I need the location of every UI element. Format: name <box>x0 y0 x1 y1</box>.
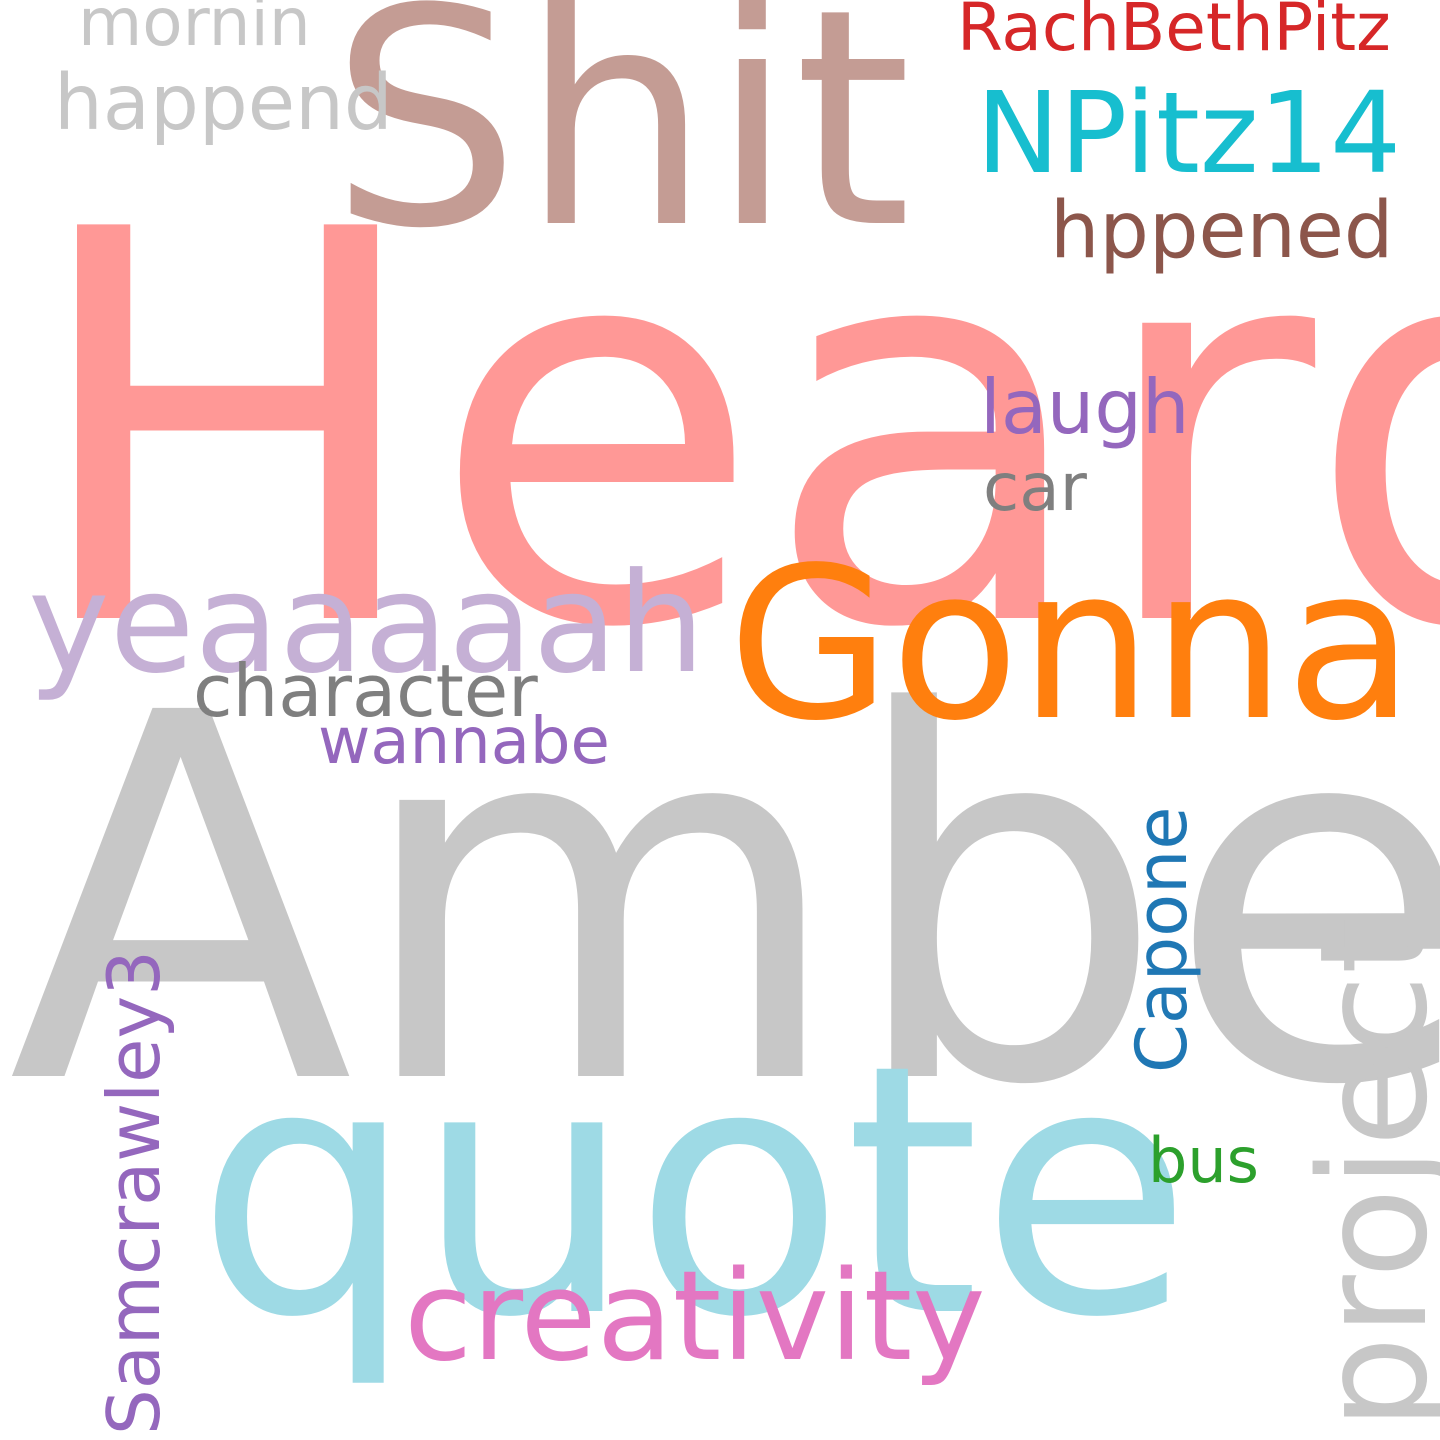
word-amber: Amber <box>8 608 1440 1196</box>
word-bus: bus <box>1148 1124 1259 1197</box>
word-shit: Shit <box>330 0 912 294</box>
word-laugh: laugh <box>980 363 1190 451</box>
word-heard: Heard <box>24 118 1440 746</box>
word-rachbethpitz: RachBethPitz <box>957 0 1391 66</box>
word-yeaaaaah: yeaaaaah <box>28 543 705 704</box>
word-samcrawley3: Samcrawley3 <box>92 950 176 1435</box>
word-gonna: Gonna <box>728 522 1415 767</box>
word-quote: quote <box>196 992 1193 1393</box>
word-happend: happend <box>54 59 393 148</box>
word-hppened: hppened <box>1050 186 1394 276</box>
word-character: character <box>193 649 538 733</box>
word-project: project <box>1288 916 1440 1430</box>
word-mornin: mornin <box>78 0 311 61</box>
word-car: car <box>983 449 1087 526</box>
word-wannabe: wannabe <box>318 705 610 779</box>
word-creativity: creativity <box>404 1245 986 1389</box>
word-capone: Capone <box>1121 806 1203 1073</box>
word-npitz14: NPitz14 <box>976 69 1402 199</box>
